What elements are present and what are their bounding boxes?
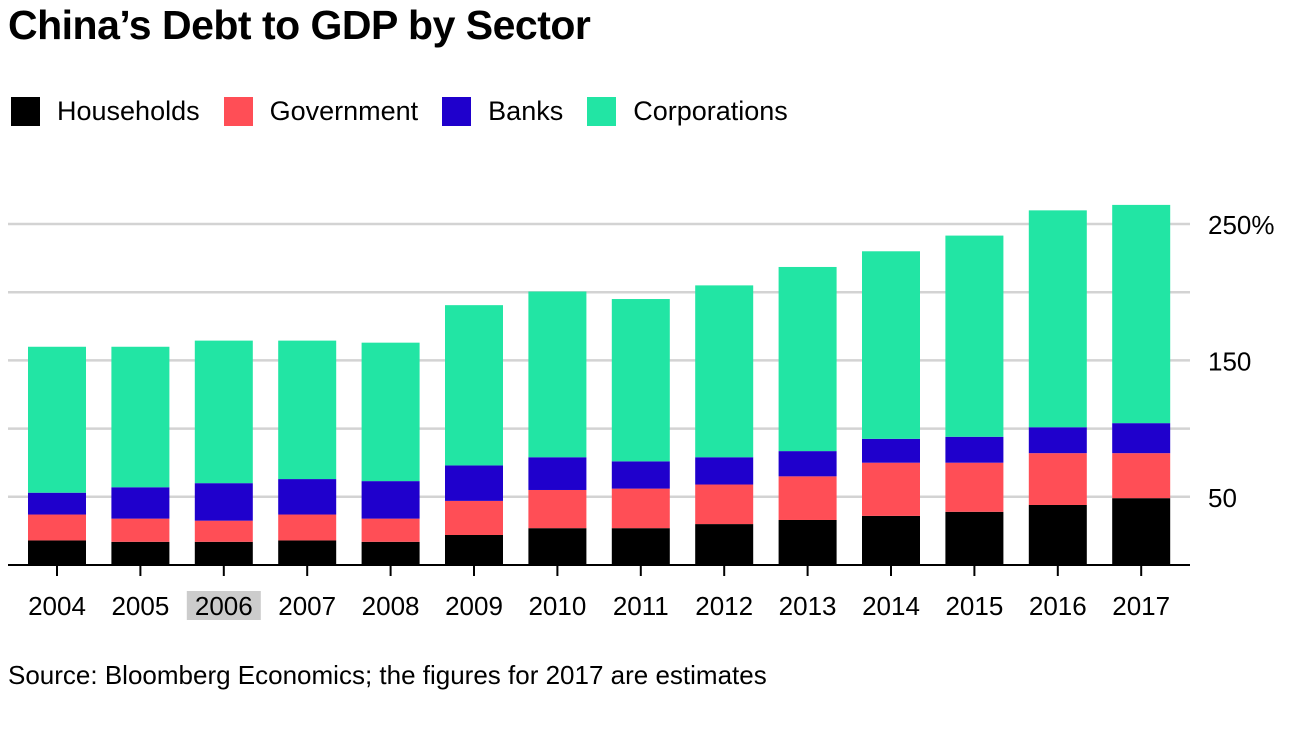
bar-segment-government bbox=[361, 518, 420, 542]
legend-label: Households bbox=[57, 96, 200, 126]
bar-segment-banks bbox=[361, 481, 420, 519]
legend-swatch-corporations bbox=[587, 97, 617, 126]
bar-segment-households bbox=[278, 540, 337, 565]
x-tick-label: 2016 bbox=[1029, 591, 1087, 621]
bar-segment-government bbox=[1112, 453, 1171, 499]
bar-segment-households bbox=[28, 540, 86, 565]
bar-segment-banks bbox=[778, 451, 837, 477]
x-tick-label: 2012 bbox=[695, 591, 753, 621]
bar-segment-households bbox=[361, 541, 420, 565]
bar-segment-corporations bbox=[278, 340, 337, 480]
bar-segment-corporations bbox=[611, 299, 670, 462]
bar-segment-corporations bbox=[945, 235, 1004, 437]
bar-segment-government bbox=[194, 520, 253, 542]
bar-segment-banks bbox=[1028, 427, 1087, 454]
x-tick-label: 2005 bbox=[111, 591, 169, 621]
bar-segment-corporations bbox=[28, 346, 86, 493]
bar-segment-corporations bbox=[445, 305, 503, 466]
x-tick-label: 2009 bbox=[445, 591, 503, 621]
bar-segment-banks bbox=[862, 438, 920, 463]
bar-segment-government bbox=[778, 476, 837, 520]
bar-segment-households bbox=[695, 524, 754, 565]
x-tick-label: 2004 bbox=[28, 591, 86, 621]
legend-swatch-government bbox=[223, 97, 253, 126]
bar-segment-corporations bbox=[528, 291, 587, 458]
bar-segment-households bbox=[611, 528, 670, 565]
bar-segment-households bbox=[1112, 498, 1171, 565]
bar-segment-corporations bbox=[361, 342, 420, 482]
x-tick-label: 2008 bbox=[362, 591, 420, 621]
legend-label: Government bbox=[269, 96, 419, 126]
bar-segment-households bbox=[862, 515, 920, 565]
x-tick-label: 2014 bbox=[862, 591, 920, 621]
bar-segment-government bbox=[528, 489, 587, 529]
x-tick-label: 2006 bbox=[195, 591, 253, 621]
bar-segment-banks bbox=[611, 461, 670, 489]
bar-segment-corporations bbox=[111, 346, 170, 488]
bar-segment-households bbox=[1028, 504, 1087, 565]
legend-item-government: Government bbox=[223, 96, 419, 127]
x-tick-label: 2011 bbox=[613, 591, 669, 621]
source-note: Source: Bloomberg Economics; the figures… bbox=[8, 660, 767, 690]
x-tick-label: 2015 bbox=[945, 591, 1003, 621]
bar-segment-government bbox=[862, 462, 920, 516]
y-tick-label: 150 bbox=[1208, 346, 1251, 376]
legend-item-banks: Banks bbox=[442, 96, 563, 127]
legend-label: Banks bbox=[488, 96, 564, 126]
bar-segment-banks bbox=[695, 457, 754, 485]
bar-segment-households bbox=[194, 541, 253, 565]
bar-segment-banks bbox=[194, 483, 253, 521]
x-tick-label: 2010 bbox=[528, 591, 586, 621]
x-tick-label: 2013 bbox=[779, 591, 837, 621]
bar-segment-households bbox=[445, 534, 503, 565]
x-tick-label: 2017 bbox=[1112, 591, 1170, 621]
bar-segment-households bbox=[945, 511, 1004, 565]
legend-label: Corporations bbox=[633, 96, 788, 126]
bar-segment-corporations bbox=[695, 285, 754, 458]
bar-segment-corporations bbox=[1112, 204, 1171, 424]
bar-segment-government bbox=[278, 514, 337, 541]
bar-segment-banks bbox=[278, 479, 337, 515]
legend-swatch-households bbox=[11, 97, 40, 126]
legend-item-corporations: Corporations bbox=[587, 96, 788, 127]
bar-segment-government bbox=[945, 462, 1004, 512]
y-tick-label: 250% bbox=[1208, 210, 1275, 240]
bar-segment-banks bbox=[528, 457, 587, 490]
bar-segment-banks bbox=[945, 436, 1004, 463]
chart-title: China’s Debt to GDP by Sector bbox=[8, 2, 591, 48]
bar-segment-households bbox=[528, 528, 587, 565]
y-tick-label: 50 bbox=[1208, 483, 1237, 513]
legend-swatch-banks bbox=[442, 97, 472, 126]
legend-item-households: Households bbox=[11, 96, 200, 127]
bar-segment-government bbox=[1028, 453, 1087, 505]
bar-segment-government bbox=[611, 488, 670, 529]
bar-segment-banks bbox=[111, 487, 170, 519]
bar-segment-government bbox=[695, 484, 754, 525]
bar-segment-corporations bbox=[862, 251, 920, 439]
bar-segment-corporations bbox=[1028, 210, 1087, 428]
bar-segment-government bbox=[445, 500, 503, 535]
x-tick-label: 2007 bbox=[278, 591, 336, 621]
bar-segment-government bbox=[111, 518, 170, 542]
bar-segment-corporations bbox=[194, 340, 253, 484]
bar-segment-households bbox=[111, 541, 170, 565]
legend: Households Government Banks Corporations bbox=[11, 96, 812, 127]
bar-segment-corporations bbox=[778, 266, 837, 452]
bar-segment-banks bbox=[28, 492, 86, 515]
bar-segment-households bbox=[778, 519, 837, 565]
bar-segment-banks bbox=[445, 465, 503, 501]
x-tick-highlight bbox=[186, 591, 261, 620]
bar-segment-banks bbox=[1112, 423, 1171, 454]
bar-segment-government bbox=[28, 514, 86, 541]
